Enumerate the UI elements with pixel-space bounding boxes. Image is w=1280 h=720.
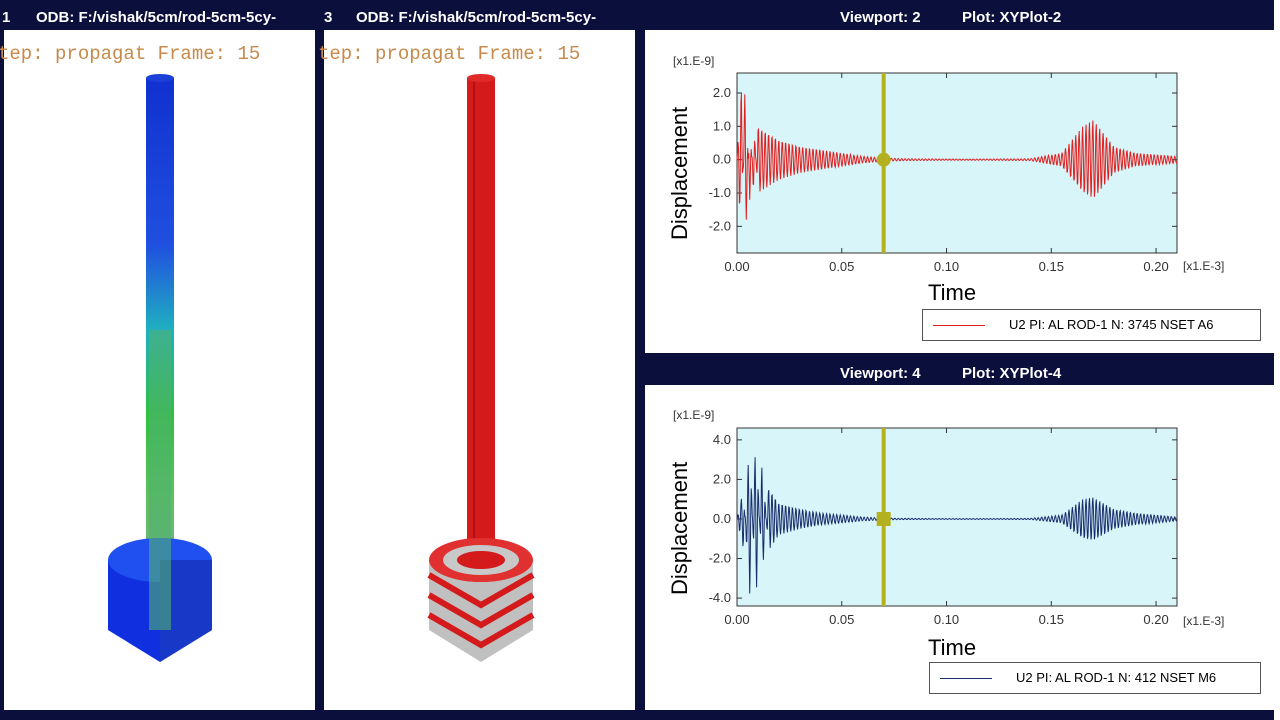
y-tick-label: -2.0 [709, 551, 731, 566]
legend-swatch [933, 325, 985, 326]
x-tick-label: 0.20 [1143, 612, 1168, 627]
viewport-label: Viewport: 2 [840, 9, 921, 26]
rod-base [429, 560, 533, 662]
y-scale-label: [x1.E-9] [673, 408, 714, 422]
viewport-2-plot[interactable]: [x1.E-9] [x1.E-3] Time Displacement 0.00… [645, 30, 1274, 353]
x-scale-label: [x1.E-3] [1183, 259, 1224, 273]
y-tick-label: -4.0 [709, 590, 731, 605]
x-tick-label: 0.05 [829, 259, 854, 274]
viewport-3[interactable]: tep: propagat Frame: 15 [318, 30, 635, 710]
x-tick-label: 0.10 [934, 612, 959, 627]
viewport-4-titlebar[interactable]: Viewport: 4 Plot: XYPlot-4 [640, 363, 1274, 385]
plot-label: Plot: XYPlot-4 [962, 365, 1062, 382]
viewport-number: 3 [324, 9, 333, 26]
y-axis-title: Displacement [667, 462, 692, 595]
odb-path: ODB: F:/vishak/5cm/rod-5cm-5cy- [36, 9, 277, 26]
x-scale-label: [x1.E-3] [1183, 614, 1224, 628]
x-tick-label: 0.00 [724, 612, 749, 627]
y-tick-label: 0.0 [713, 152, 731, 167]
x-tick-label: 0.10 [934, 259, 959, 274]
y-tick-label: 1.0 [713, 118, 731, 133]
viewport-2-titlebar[interactable]: Viewport: 2 Plot: XYPlot-2 [640, 7, 1274, 29]
time-cursor-marker [876, 511, 891, 526]
x-tick-label: 0.00 [724, 259, 749, 274]
time-cursor-marker [876, 152, 891, 167]
rod-model-contour [427, 74, 535, 662]
right-edge-strip [1274, 0, 1280, 720]
y-tick-label: 2.0 [713, 85, 731, 100]
data-series-line [736, 457, 1178, 594]
viewport-1-titlebar[interactable]: 1 ODB: F:/vishak/5cm/rod-5cm-5cy- [0, 7, 320, 29]
viewport-4-plot[interactable]: [x1.E-9] [x1.E-3] Time Displacement 0.00… [645, 385, 1274, 710]
viewport-number: 1 [2, 9, 11, 26]
y-tick-label: 2.0 [713, 471, 731, 486]
x-tick-label: 0.05 [829, 612, 854, 627]
legend-label: U2 PI: AL ROD-1 N: 3745 NSET A6 [1009, 317, 1214, 332]
plot-label: Plot: XYPlot-2 [962, 9, 1062, 26]
x-tick-label: 0.15 [1039, 612, 1064, 627]
rod-model-contour [108, 74, 212, 662]
y-tick-label: -2.0 [709, 218, 731, 233]
x-tick-label: 0.20 [1143, 259, 1168, 274]
plot-legend: U2 PI: AL ROD-1 N: 412 NSET M6 [929, 662, 1261, 694]
xy-plot-4[interactable]: [x1.E-9] [x1.E-3] Time Displacement 0.00… [645, 385, 1274, 710]
x-tick-label: 0.15 [1039, 259, 1064, 274]
y-scale-label: [x1.E-9] [673, 54, 714, 68]
y-tick-label: 0.0 [713, 511, 731, 526]
x-axis-title: Time [928, 635, 976, 660]
x-axis-title: Time [928, 280, 976, 305]
y-tick-label: 4.0 [713, 432, 731, 447]
y-axis-title: Displacement [667, 107, 692, 240]
legend-label: U2 PI: AL ROD-1 N: 412 NSET M6 [1016, 670, 1217, 685]
viewport-1[interactable]: tep: propagat Frame: 15 [0, 30, 315, 710]
odb-path: ODB: F:/vishak/5cm/rod-5cm-5cy- [356, 9, 597, 26]
viewport-label: Viewport: 4 [840, 365, 921, 382]
plot-legend: U2 PI: AL ROD-1 N: 3745 NSET A6 [922, 309, 1261, 341]
viewport-3-titlebar[interactable]: 3 ODB: F:/vishak/5cm/rod-5cm-5cy- [320, 7, 640, 29]
frame-label: tep: propagat Frame: 15 [318, 43, 581, 65]
legend-swatch [940, 678, 992, 679]
frame-label: tep: propagat Frame: 15 [0, 43, 261, 65]
data-series-line [736, 93, 1178, 220]
xy-plot-2[interactable]: [x1.E-9] [x1.E-3] Time Displacement 0.00… [645, 30, 1274, 353]
y-tick-label: -1.0 [709, 185, 731, 200]
